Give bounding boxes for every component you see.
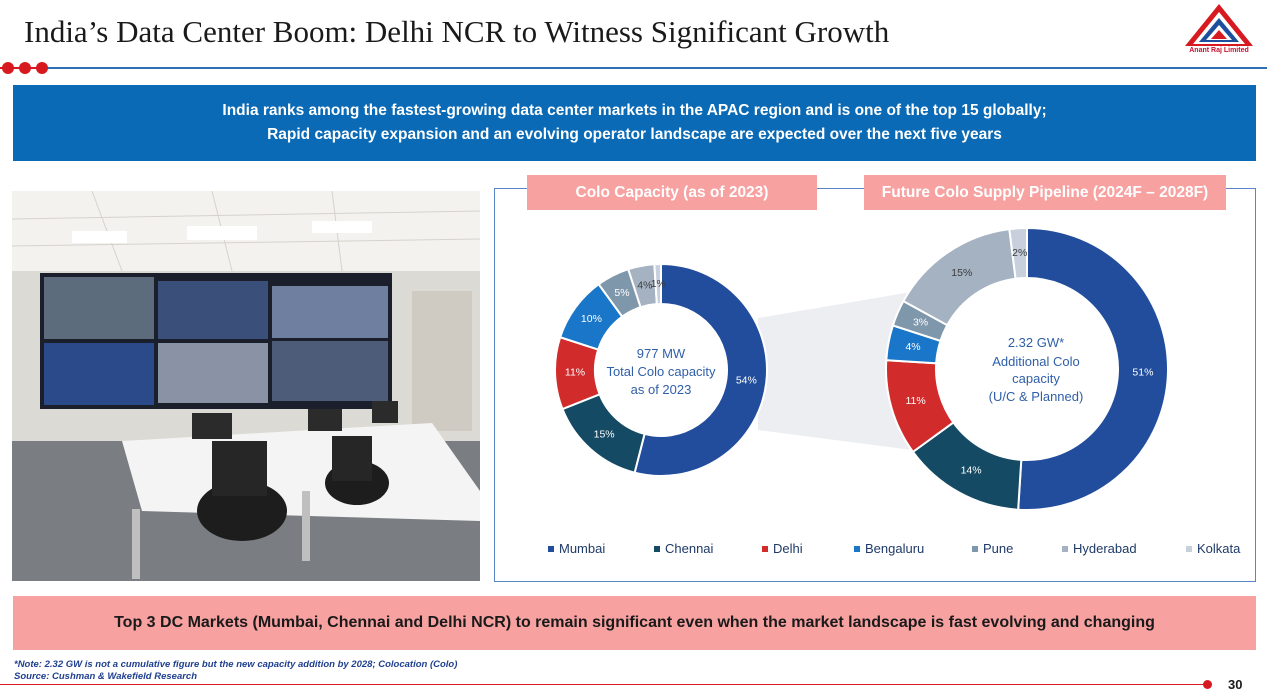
chart-title-supply-pipeline: Future Colo Supply Pipeline (2024F – 202… bbox=[864, 175, 1226, 210]
header-rule bbox=[44, 67, 1267, 69]
center-text-line: capacity bbox=[1012, 371, 1060, 386]
legend-swatch bbox=[854, 545, 860, 552]
legend-swatch bbox=[654, 545, 660, 552]
chart-legend: Mumbai Chennai Delhi Bengaluru Pune Hyde… bbox=[540, 541, 1246, 561]
data-label-mumbai: 51% bbox=[1132, 366, 1153, 378]
center-text-line: Total Colo capacity bbox=[606, 364, 716, 379]
page-title: India’s Data Center Boom: Delhi NCR to W… bbox=[24, 14, 890, 49]
data-center-photo bbox=[12, 191, 480, 581]
center-text-colo: 977 MW Total Colo capacity as of 2023 bbox=[606, 346, 716, 397]
company-logo: Anant Raj Limited bbox=[1183, 2, 1255, 58]
donut-slice-mumbai bbox=[1017, 226, 1169, 511]
donut-supply-pipeline: 51% 14% 11% 4% 3% 15% 2% bbox=[885, 226, 1169, 511]
center-text-line: Additional Colo bbox=[992, 354, 1079, 369]
data-label-bengaluru: 10% bbox=[581, 313, 602, 325]
legend-item-hyderabad: Hyderabad bbox=[1062, 541, 1137, 556]
donut-slice-kolkata bbox=[1008, 226, 1028, 280]
donut-slice-mumbai bbox=[633, 262, 768, 477]
legend-item-delhi: Delhi bbox=[762, 541, 803, 556]
legend-label: Delhi bbox=[773, 541, 803, 556]
footnote-source: Source: Cushman & Wakefield Research bbox=[14, 671, 198, 682]
data-label-delhi: 11% bbox=[905, 395, 925, 407]
data-label-kolkata: 1% bbox=[651, 278, 666, 290]
legend-swatch bbox=[1062, 545, 1068, 552]
center-text-line: as of 2023 bbox=[631, 382, 692, 397]
data-label-pune: 5% bbox=[614, 287, 629, 299]
conclusion-banner: Top 3 DC Markets (Mumbai, Chennai and De… bbox=[13, 596, 1256, 650]
legend-item-chennai: Chennai bbox=[654, 541, 713, 556]
data-label-pune: 3% bbox=[913, 317, 928, 329]
logo-triangle-icon bbox=[1185, 4, 1253, 46]
legend-label: Pune bbox=[983, 541, 1014, 556]
data-label-hyderabad: 15% bbox=[951, 267, 972, 279]
footnote-note: *Note: 2.32 GW is not a cumulative figur… bbox=[14, 659, 458, 670]
donut-colo-capacity: 54% 15% 11% 10% 5% 4%1% bbox=[554, 262, 768, 477]
legend-item-mumbai: Mumbai bbox=[548, 541, 605, 556]
page-number: 30 bbox=[1228, 677, 1243, 692]
donut-slice-kolkata bbox=[653, 262, 662, 306]
intro-line-2: Rapid capacity expansion and an evolving… bbox=[267, 126, 1002, 143]
footnote: *Note: 2.32 GW is not a cumulative figur… bbox=[14, 659, 457, 683]
data-label-mumbai: 54% bbox=[736, 375, 757, 387]
legend-label: Bengaluru bbox=[865, 541, 925, 556]
legend-label: Chennai bbox=[665, 541, 714, 556]
center-text-line: 977 MW bbox=[637, 346, 686, 361]
logo-text: Anant Raj Limited bbox=[1189, 47, 1249, 54]
legend-swatch bbox=[548, 545, 554, 552]
intro-line-1: India ranks among the fastest-growing da… bbox=[222, 102, 1047, 119]
data-label-kolkata: 2% bbox=[1012, 247, 1027, 259]
legend-label: Kolkata bbox=[1197, 541, 1241, 556]
footer-dot bbox=[1203, 680, 1212, 689]
legend-swatch bbox=[762, 545, 768, 552]
legend-label: Hyderabad bbox=[1073, 541, 1137, 556]
center-text-line: (U/C & Planned) bbox=[989, 389, 1084, 404]
legend-swatch bbox=[1186, 545, 1192, 552]
legend-label: Mumbai bbox=[559, 541, 606, 556]
data-label-delhi: 11% bbox=[565, 366, 585, 378]
data-label-chennai: 14% bbox=[961, 464, 982, 476]
data-label-bengaluru: 4% bbox=[905, 341, 920, 353]
legend-swatch bbox=[972, 545, 978, 552]
legend-item-bengaluru: Bengaluru bbox=[854, 541, 924, 556]
center-text-line: 2.32 GW* bbox=[1008, 335, 1064, 350]
data-label-hyderabad: 4% bbox=[637, 279, 652, 291]
data-label-chennai: 15% bbox=[594, 428, 615, 440]
chart-title-colo-capacity: Colo Capacity (as of 2023) bbox=[527, 175, 817, 210]
intro-banner: India ranks among the fastest-growing da… bbox=[13, 85, 1256, 161]
footer-rule bbox=[0, 684, 1210, 685]
legend-item-pune: Pune bbox=[972, 541, 1013, 556]
legend-item-kolkata: Kolkata bbox=[1186, 541, 1240, 556]
center-text-pipeline: 2.32 GW* Additional Colo capacity (U/C &… bbox=[989, 335, 1084, 404]
